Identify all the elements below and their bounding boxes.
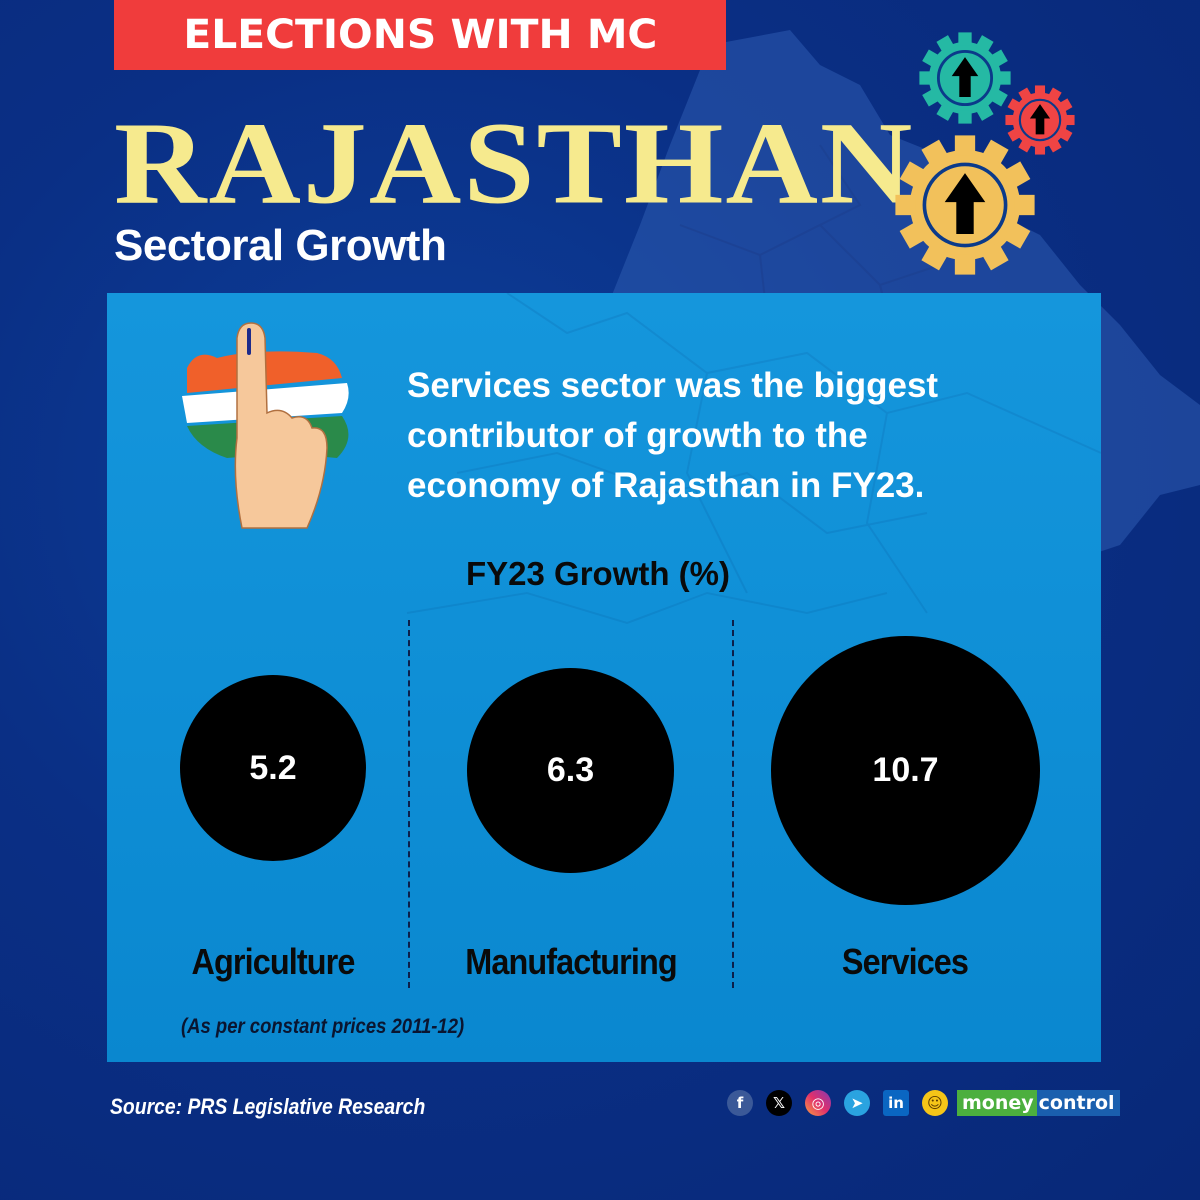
yellow-gear-icon bbox=[895, 135, 1035, 275]
category-label-manufacturing: Manufacturing bbox=[465, 941, 677, 982]
red-gear-icon bbox=[1005, 85, 1075, 155]
bubble-manufacturing: 6.3 bbox=[467, 668, 674, 873]
logo-control: control bbox=[1036, 1090, 1120, 1116]
instagram-icon[interactable]: ◎ bbox=[805, 1090, 831, 1116]
chart-title: FY23 Growth (%) bbox=[465, 555, 731, 592]
page-title: RAJASTHAN bbox=[114, 97, 915, 229]
source-text: Source: PRS Legislative Research bbox=[110, 1094, 426, 1119]
banner-label: ELECTIONS WITH MC bbox=[182, 12, 658, 58]
price-basis-note: (As per constant prices 2011-12) bbox=[181, 1015, 465, 1038]
category-label-agriculture: Agriculture bbox=[191, 941, 356, 982]
voting-finger-flag-icon bbox=[182, 322, 349, 529]
x-icon[interactable]: 𝕏 bbox=[766, 1090, 792, 1116]
koo-icon[interactable]: ☺ bbox=[922, 1090, 948, 1116]
category-label-services: Services bbox=[841, 941, 969, 982]
content-panel: Services sector was the biggest contribu… bbox=[107, 293, 1101, 1062]
facebook-icon[interactable]: f bbox=[727, 1090, 753, 1116]
social-links: f 𝕏 ◎ ➤ in ☺ money control bbox=[727, 1090, 1120, 1116]
bubble-value: 5.2 bbox=[249, 748, 297, 787]
bubble-value: 6.3 bbox=[546, 751, 595, 789]
growth-gears-icon bbox=[895, 32, 1075, 275]
logo-money: money bbox=[957, 1090, 1037, 1116]
telegram-icon[interactable]: ➤ bbox=[844, 1090, 870, 1116]
headline-text: Services sector was the biggest contribu… bbox=[407, 366, 939, 505]
bubble-agriculture: 5.2 bbox=[180, 675, 366, 861]
page-subtitle: Sectoral Growth bbox=[114, 221, 447, 270]
column-divider bbox=[408, 620, 410, 988]
elections-banner: ELECTIONS WITH MC bbox=[114, 0, 726, 70]
linkedin-icon[interactable]: in bbox=[883, 1090, 909, 1116]
bubble-services: 10.7 bbox=[771, 636, 1040, 905]
panel-map-outline bbox=[406, 293, 1101, 625]
teal-gear-icon bbox=[919, 32, 1011, 124]
bubble-value: 10.7 bbox=[872, 751, 939, 789]
moneycontrol-logo: money control bbox=[957, 1090, 1120, 1116]
column-divider bbox=[732, 620, 734, 988]
